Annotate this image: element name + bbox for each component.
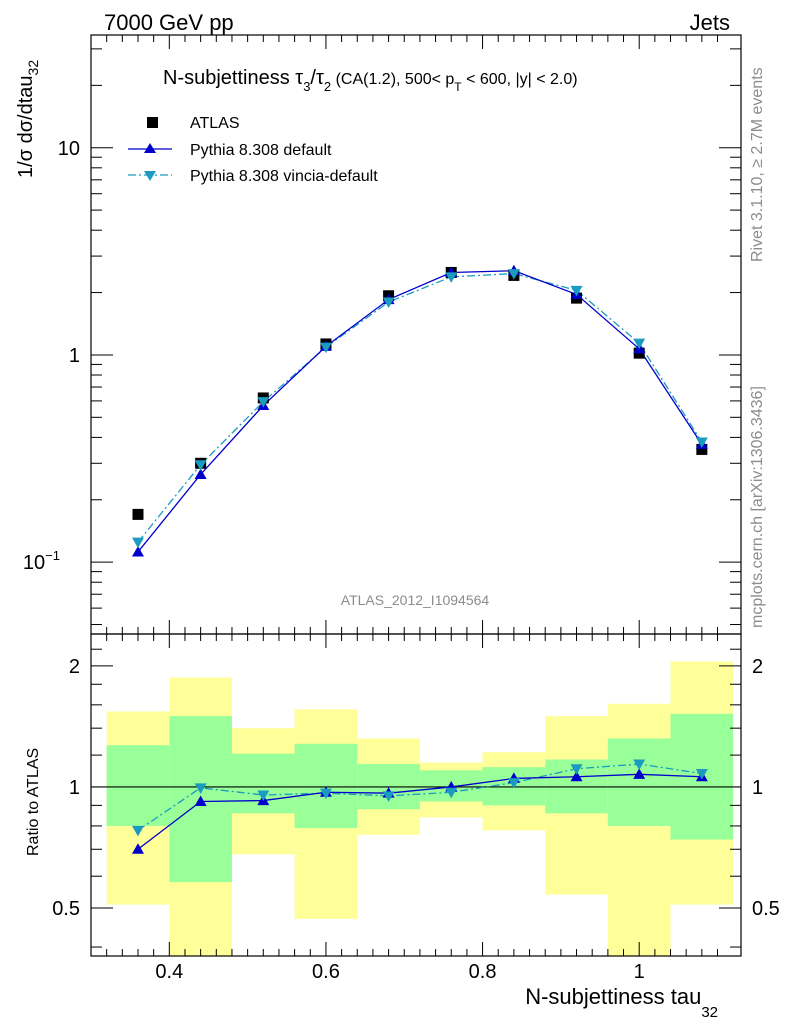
vincia-default-point — [131, 537, 144, 549]
xtick-label-1: 1 — [634, 961, 645, 983]
legend-marker-atlas — [147, 117, 158, 128]
axes — [90, 34, 742, 957]
x-axis-label: N-subjettiness tau32 — [525, 984, 718, 1021]
inner-band-bin — [106, 745, 170, 826]
pythia-default-point — [194, 468, 207, 479]
legend-marker-vincia — [144, 171, 156, 181]
ratio-default-line — [137, 773, 702, 850]
mcplots-label: mcplots.cern.ch [arXiv:1306.3436] — [749, 386, 766, 628]
atlas-data-point — [696, 443, 708, 455]
legend-label-atlas: ATLAS — [190, 115, 240, 132]
vincia-default-line — [137, 272, 703, 543]
main-ytick-label-1: 1 — [69, 345, 80, 367]
main-ytick-label-0.1: 10−1 — [23, 548, 60, 574]
legend-label-vincia: Pythia 8.308 vincia-default — [190, 168, 378, 185]
inner-band-bin — [294, 743, 358, 829]
rivet-version-label: Rivet 3.1.10, ≥ 2.7M events — [749, 67, 766, 262]
main-plot-frame — [90, 34, 742, 635]
ratio-ytick-label-1: 1 — [69, 777, 80, 799]
inner-band-bin — [607, 738, 671, 826]
vincia-default-point — [695, 437, 708, 449]
analysis-id-label: ATLAS_2012_I1094564 — [341, 592, 490, 608]
main-y-axis-label: 1/σ dσ/dtau32 — [15, 60, 41, 178]
ratio-ytick-label-right-0.5: 0.5 — [752, 898, 780, 920]
vincia-default-point — [445, 272, 458, 283]
ratio-vincia-point — [382, 791, 395, 802]
legend-marker-default — [144, 143, 156, 153]
ratio-vincia-point — [257, 790, 270, 801]
atlas-data-point — [132, 508, 144, 520]
vincia-default-point — [194, 460, 207, 471]
vincia-default-point — [507, 269, 520, 280]
ratio-vincia-point — [319, 788, 332, 800]
ratio-ytick-label-2: 2 — [69, 656, 80, 678]
ratio-default-point — [194, 795, 207, 807]
main-series — [131, 264, 708, 557]
process-label: Jets — [690, 10, 730, 35]
vincia-default-point — [257, 397, 270, 408]
ratio-vincia-point — [445, 787, 458, 799]
ratio-default-point — [131, 843, 144, 854]
ratio-default-point — [570, 770, 583, 782]
ratio-ytick-label-right-2: 2 — [752, 656, 763, 678]
main-ytick-label-10: 10 — [58, 138, 80, 160]
ratio-vincia-point — [570, 764, 583, 775]
vincia-default-point — [570, 285, 583, 297]
xtick-label-0.6: 0.6 — [312, 961, 340, 983]
main-plot-title: N-subjettiness τ3/τ2 (CA(1.2), 500< pT <… — [163, 67, 578, 94]
ratio-default-point — [633, 768, 646, 779]
vincia-default-point — [319, 342, 332, 354]
ratio-vincia-point — [131, 825, 144, 837]
vincia-default-point — [633, 338, 646, 350]
ratio-ytick-label-0.5: 0.5 — [52, 898, 80, 920]
legend-label-default: Pythia 8.308 default — [190, 142, 332, 159]
ratio-uncertainty-bands — [91, 661, 741, 956]
ratio-ytick-label-right-1: 1 — [752, 777, 763, 799]
ratio-vincia-point — [507, 778, 520, 789]
ratio-plot-frame — [90, 633, 742, 957]
ratio-vincia-point — [194, 783, 207, 794]
ratio-vincia-point — [633, 759, 646, 771]
legend: ATLAS Pythia 8.308 default Pythia 8.308 … — [128, 115, 378, 185]
ratio-vincia-point — [695, 769, 708, 780]
xtick-label-0.8: 0.8 — [469, 961, 497, 983]
xtick-label-0.4: 0.4 — [155, 961, 183, 983]
ratio-series — [131, 759, 708, 854]
vincia-default-point — [382, 297, 395, 309]
ratio-vincia-line — [137, 763, 702, 831]
pythia-default-line — [137, 270, 703, 553]
ratio-y-axis-label: Ratio to ATLAS — [25, 748, 42, 856]
energy-label: 7000 GeV pp — [104, 10, 234, 35]
pythia-default-point — [131, 545, 144, 557]
